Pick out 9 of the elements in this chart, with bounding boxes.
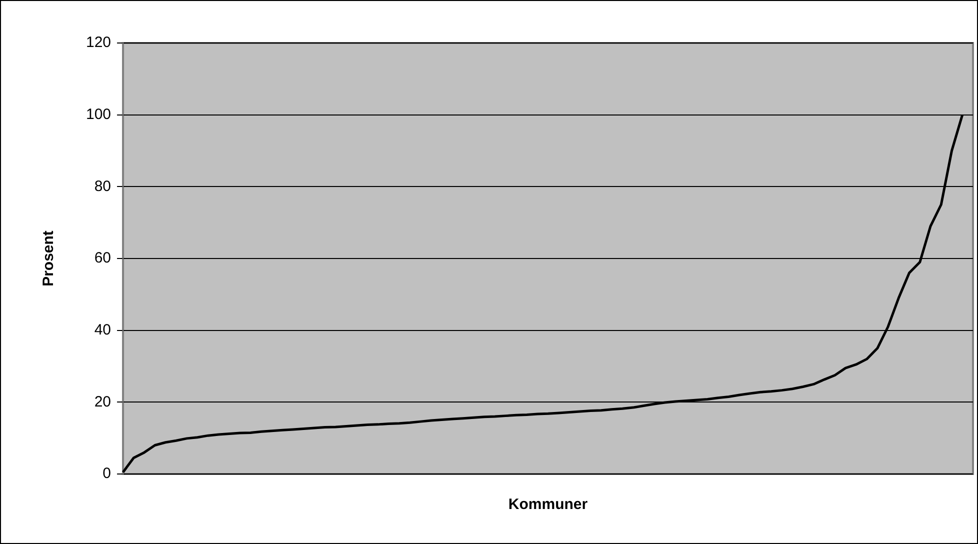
y-tick-label: 40	[94, 321, 112, 338]
y-tick-label: 80	[94, 178, 112, 195]
y-tick-label: 60	[94, 250, 112, 267]
y-tick-label: 100	[86, 106, 112, 123]
y-axis-title: Prosent	[40, 230, 58, 286]
y-tick-label: 20	[94, 393, 112, 410]
x-axis-title: Kommuner	[508, 496, 588, 514]
y-tick-label: 120	[86, 34, 112, 52]
y-tick-label: 0	[102, 465, 112, 482]
